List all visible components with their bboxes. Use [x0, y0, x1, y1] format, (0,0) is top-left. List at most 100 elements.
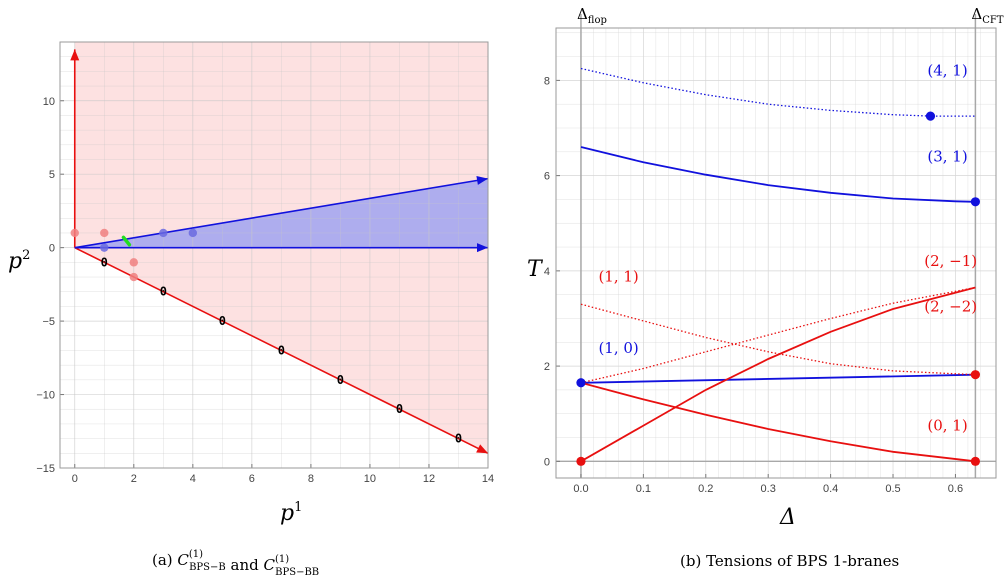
x-tick-label: 0.4 [823, 483, 838, 495]
y-tick-label: 5 [49, 169, 55, 181]
y-tick-label: 4 [544, 266, 550, 278]
cone-arrow-head [476, 444, 488, 454]
series-annotation: (1, 1) [598, 267, 638, 285]
series-line [580, 373, 976, 384]
x-tick-label: 0 [72, 473, 78, 485]
panel-a-ylabel: p2 [8, 248, 30, 274]
panel-a-caption: (a) C(1) BPS−B and C(1) BPS−BB [152, 549, 319, 578]
panel-b-grid [556, 28, 996, 478]
x-tick-label: 14 [482, 473, 494, 485]
vline-label-symbol: Δ [577, 5, 588, 23]
zero-labels: 0 0 0 0 0 0 0 [101, 255, 462, 445]
panel-b-ticks: 0.0 0.1 0.2 0.3 0.4 0.5 0.6 0 2 4 6 8 [544, 75, 963, 495]
x-tick-label: 4 [190, 473, 196, 485]
series-annotation: (2, −2) [924, 297, 977, 315]
series-annotation: (2, −1) [924, 252, 977, 270]
y-tick-label: 0 [544, 456, 550, 468]
series-point [970, 197, 981, 207]
panel-a-ylabel-sup: 2 [22, 248, 30, 263]
series-line [580, 286, 976, 463]
panel-b-vlines: Δflop ΔCFT [577, 5, 1004, 478]
panel-b-frame [555, 27, 997, 479]
green-segment [121, 235, 132, 247]
zero-label: 0 [455, 432, 462, 446]
cone-arrow-head [476, 175, 488, 185]
zero-label: 0 [219, 314, 226, 328]
y-tick-label: −10 [36, 390, 55, 402]
cone-arrows [70, 49, 489, 455]
y-tick-label: 8 [544, 75, 550, 87]
x-tick-label: 0.3 [761, 483, 776, 495]
y-tick-label: −5 [42, 316, 55, 328]
cone-arrow-head [477, 243, 488, 253]
cone-arrow-line [74, 177, 489, 249]
red-point [70, 228, 79, 238]
panel-a-frame [59, 41, 489, 469]
x-tick-label: 0.6 [948, 483, 963, 495]
caption-sup: (1) [189, 549, 203, 560]
cone-arrow-head [70, 49, 80, 61]
vline-label-sub: CFT [982, 15, 1004, 26]
series-annotation: (4, 1) [927, 62, 967, 80]
series-line [580, 146, 976, 203]
series-point [970, 456, 981, 466]
zero-label: 0 [101, 255, 108, 269]
y-tick-label: 2 [544, 361, 550, 373]
caption-sub: BPS−B [189, 562, 226, 573]
series-line [580, 286, 976, 384]
x-tick-label: 2 [131, 473, 137, 485]
series-point [576, 378, 586, 388]
caption-sub: BPS−BB [275, 567, 319, 578]
cone-arrow-line [74, 246, 489, 455]
panel-b-series [580, 67, 976, 463]
panel-b-ylabel: T [527, 257, 544, 282]
x-tick-label: 0.1 [636, 483, 651, 495]
panel-b-xlabel: Δ [779, 505, 796, 530]
zero-label: 0 [396, 402, 403, 416]
series-annotation: (3, 1) [927, 147, 967, 165]
x-tick-label: 0.0 [573, 483, 588, 495]
y-tick-label: 6 [544, 171, 550, 183]
vline-label: ΔCFT [971, 5, 1003, 26]
zero-label: 0 [160, 285, 167, 299]
vline-label-sub: flop [588, 15, 607, 26]
series-point [925, 111, 936, 121]
x-tick-label: 6 [249, 473, 255, 485]
panel-a-xlabel: p1 [280, 500, 302, 526]
zero-label: 0 [278, 343, 285, 357]
series-point [970, 370, 981, 380]
caption-symbol: C [177, 551, 189, 569]
x-tick-label: 0.2 [698, 483, 713, 495]
panel-a-ticks: 0 2 4 6 8 10 12 14 −15 −10 −5 0 5 10 [36, 96, 494, 485]
panel-a-xlabel-sup: 1 [294, 500, 302, 515]
x-tick-label: 10 [364, 473, 376, 485]
vline-label-symbol: Δ [971, 5, 982, 23]
blue-point [159, 228, 168, 238]
red-point [100, 228, 109, 238]
series-annotation: (0, 1) [927, 416, 967, 434]
panel-b-points [576, 111, 981, 466]
series-line [580, 381, 976, 463]
red-point [129, 258, 138, 267]
blue-point [100, 243, 109, 252]
y-tick-label: 0 [49, 243, 55, 255]
panel-a-points [70, 228, 198, 282]
x-tick-label: 0.5 [885, 483, 900, 495]
vline-label: Δflop [577, 5, 607, 26]
red-point [129, 272, 138, 282]
series-annotation: (1, 0) [598, 339, 638, 357]
panel-b-plot: Δflop ΔCFT (4, 1)(3, 1)(1, 0)(1, 1)(2, −1… [527, 5, 1004, 570]
caption-joiner: and [226, 556, 264, 574]
caption-sup: (1) [275, 554, 289, 565]
caption-prefix: (a) [152, 551, 177, 569]
zero-label: 0 [337, 373, 344, 387]
panel-b-annotations: (4, 1) (3, 1) (1, 0) (1, 1) (2, −1) (2, −2) (0… [598, 62, 977, 435]
x-tick-label: 12 [423, 473, 435, 485]
panel-b-caption: (b) Tensions of BPS 1-branes [680, 552, 899, 570]
series-line [580, 303, 976, 376]
caption-symbol: C [263, 556, 275, 574]
series-line [580, 67, 976, 117]
y-tick-label: −15 [36, 463, 55, 475]
